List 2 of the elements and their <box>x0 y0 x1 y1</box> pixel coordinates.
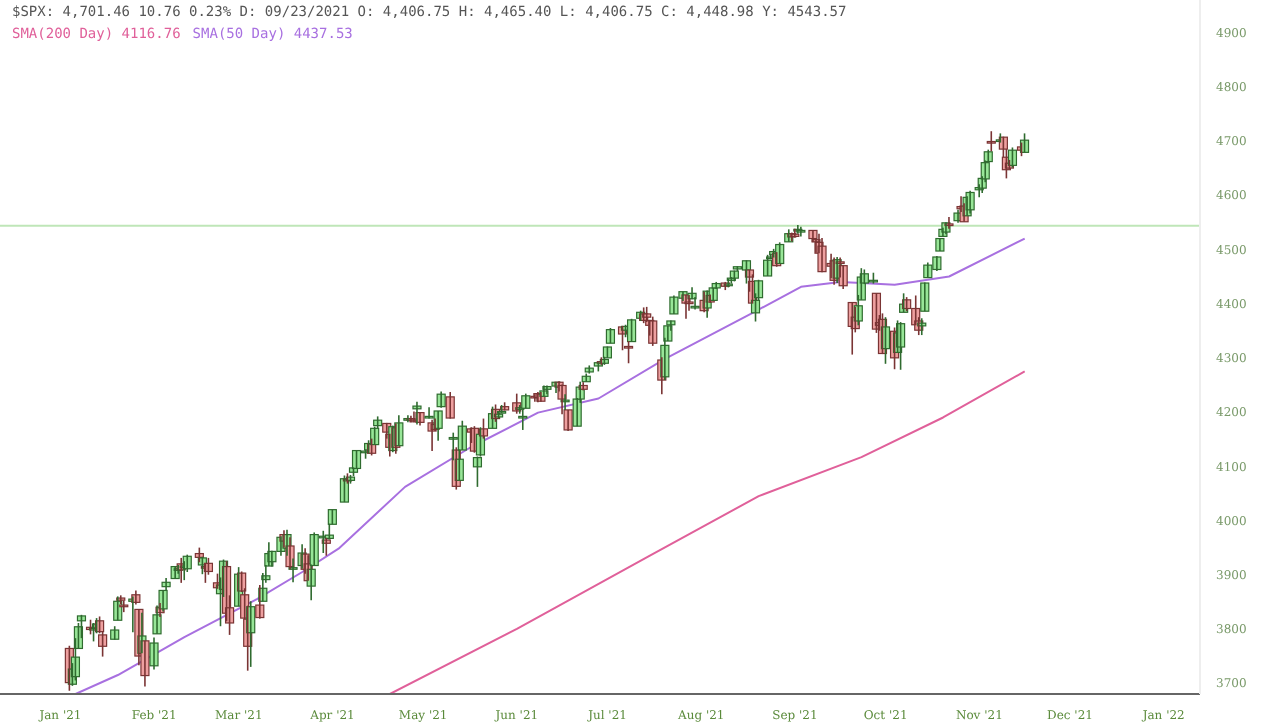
line-series <box>388 370 1026 694</box>
line-series <box>74 237 1026 694</box>
